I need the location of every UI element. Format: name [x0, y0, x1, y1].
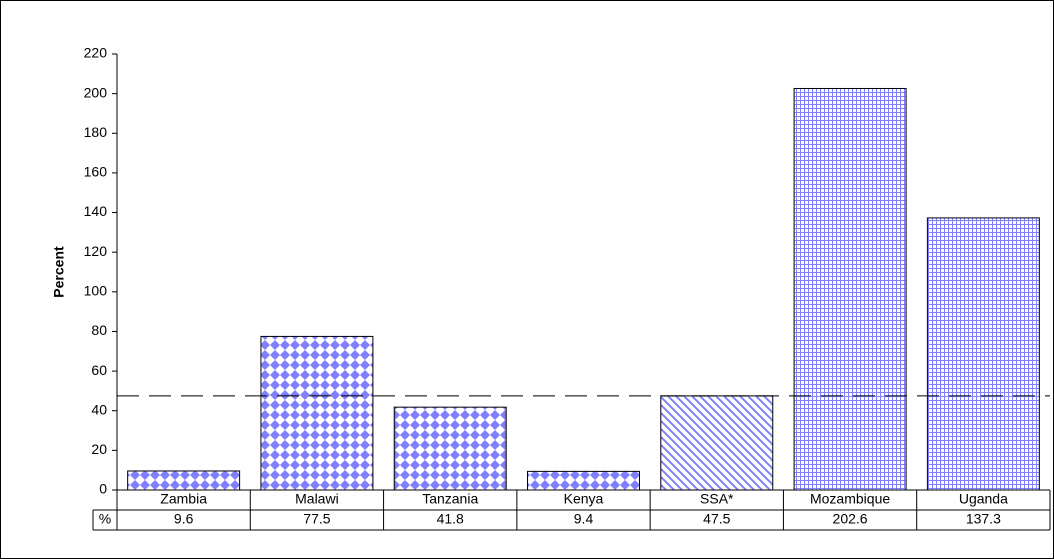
x-tick-label: Uganda	[959, 491, 1008, 507]
x-tick-label: Malawi	[295, 491, 339, 507]
y-tick-label: 200	[84, 84, 108, 100]
x-tick-label: Mozambique	[810, 491, 890, 507]
bar	[393, 406, 507, 491]
y-tick-label: 80	[91, 322, 107, 338]
bar	[926, 217, 1040, 491]
y-tick-label: 160	[84, 164, 108, 180]
y-tick-label: 100	[84, 283, 108, 299]
y-tick-label: 40	[91, 401, 107, 417]
table-value: 9.6	[174, 511, 194, 527]
y-tick-label: 140	[84, 203, 108, 219]
x-tick-label: Tanzania	[422, 491, 478, 507]
y-tick-label: 120	[84, 243, 108, 259]
x-tick-label: Kenya	[564, 491, 604, 507]
bar	[793, 87, 907, 491]
table-value: 47.5	[703, 511, 730, 527]
bar	[127, 470, 241, 491]
y-tick-label: 0	[99, 481, 107, 497]
bar	[527, 470, 640, 491]
table-value: 137.3	[966, 511, 1001, 527]
table-row-label: %	[99, 511, 111, 527]
x-tick-label: Zambia	[160, 491, 207, 507]
table-value: 202.6	[833, 511, 868, 527]
table-value: 9.4	[574, 511, 594, 527]
x-tick-label: SSA*	[700, 491, 734, 507]
y-axis-label: Percent	[51, 246, 67, 298]
bar	[260, 335, 374, 491]
y-tick-label: 220	[84, 45, 108, 61]
bar	[660, 395, 774, 491]
table-value: 41.8	[437, 511, 464, 527]
y-tick-label: 20	[91, 441, 107, 457]
y-tick-label: 180	[84, 124, 108, 140]
table-value: 77.5	[303, 511, 330, 527]
y-tick-label: 60	[91, 362, 107, 378]
